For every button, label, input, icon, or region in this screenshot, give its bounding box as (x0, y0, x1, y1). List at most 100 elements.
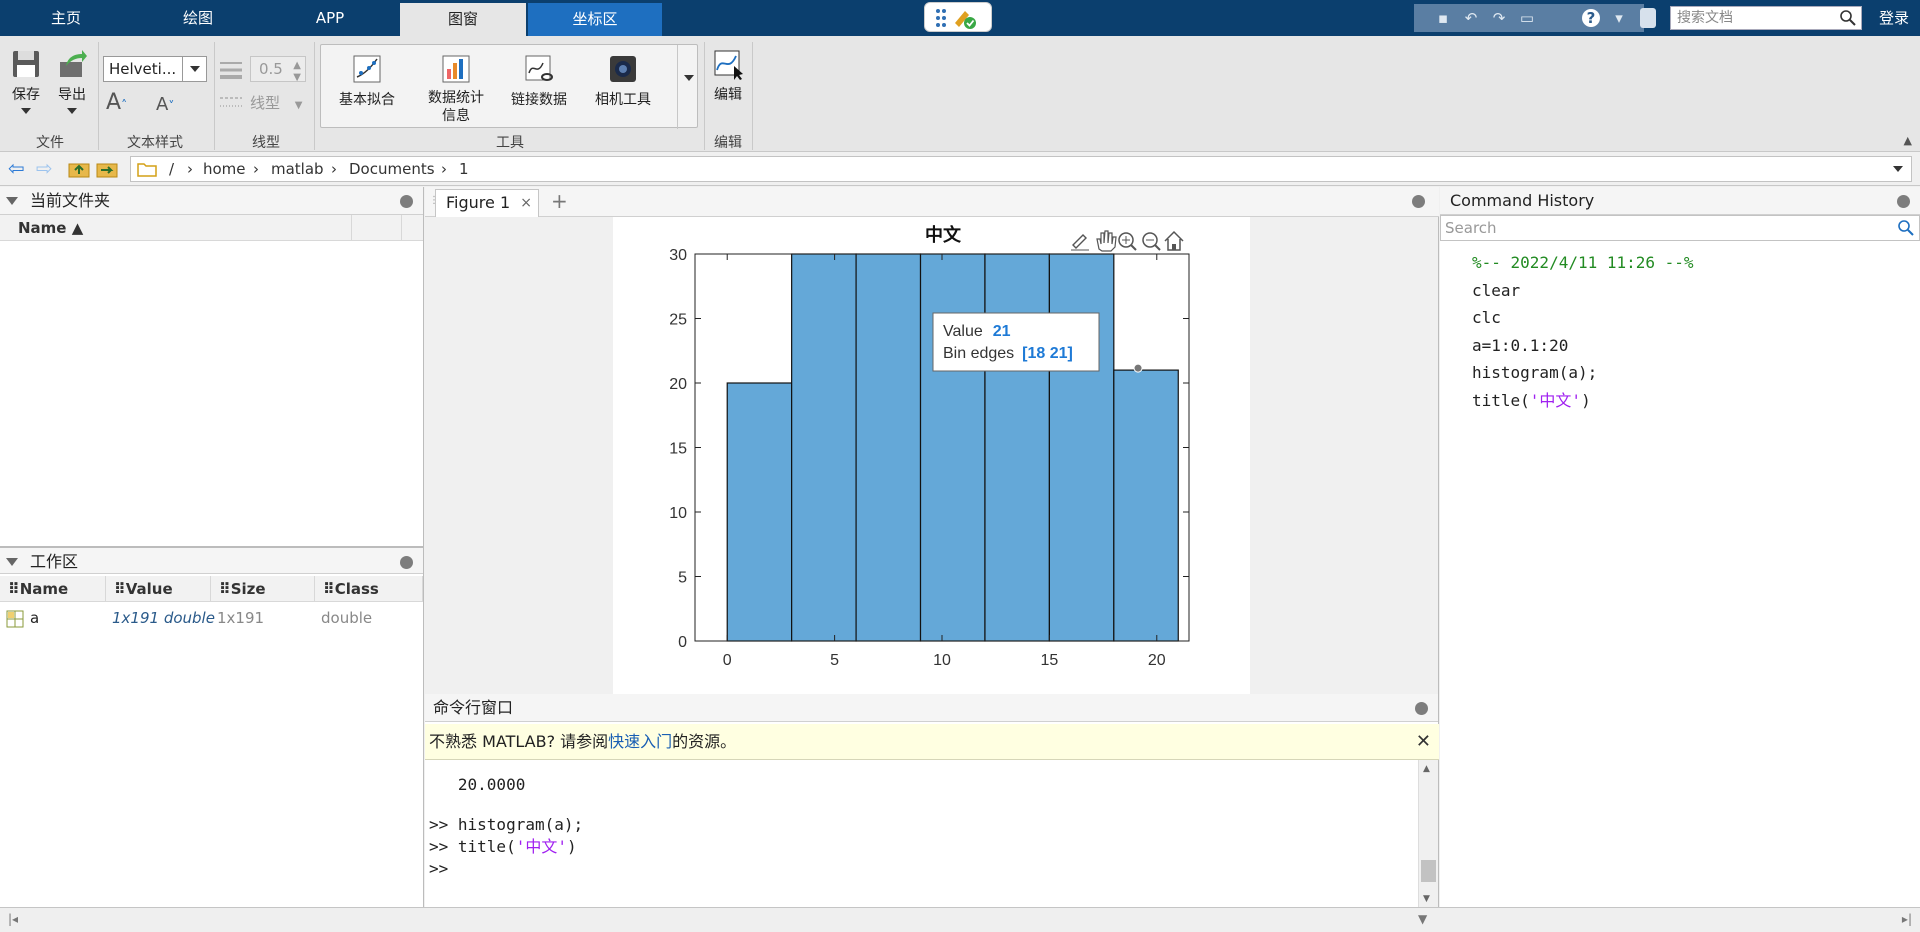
histogram-bar[interactable] (1048, 253, 1115, 642)
search-icon[interactable] (1839, 9, 1857, 27)
forward-icon[interactable]: ⇨ (36, 156, 53, 180)
history-search-input[interactable]: Search (1440, 215, 1920, 241)
zoom-in-icon[interactable] (1118, 232, 1137, 251)
undo-icon[interactable]: ↶ (1464, 9, 1478, 27)
link-data-button[interactable]: 链接数据 (507, 53, 571, 109)
tab-apps[interactable]: APP (315, 9, 345, 27)
search-icon[interactable] (1897, 219, 1915, 237)
spinner-up-icon[interactable]: ▲ (293, 60, 301, 71)
brush-icon[interactable] (1071, 234, 1089, 251)
basic-fitting-button[interactable]: 基本拟合 (335, 53, 399, 109)
login-link[interactable]: 登录 (1879, 9, 1910, 27)
doc-search-input[interactable]: 搜索文档 (1670, 6, 1862, 30)
history-item[interactable]: title('中文') (1472, 390, 1591, 410)
history-item[interactable]: clear (1472, 280, 1521, 300)
tab-home[interactable]: 主页 (50, 9, 81, 27)
command-scrollbar[interactable]: ▲ ▼ (1418, 760, 1438, 907)
collapse-ribbon-icon[interactable]: ▲ (1903, 134, 1912, 147)
spinner-down-icon[interactable]: ▼ (293, 72, 301, 83)
ws-size-column[interactable]: ⠿Size (211, 576, 315, 602)
breadcrumb-folder-1[interactable]: 1 (459, 160, 469, 178)
history-item[interactable]: clc (1472, 308, 1501, 327)
name-column-header[interactable]: Name ▲ (0, 215, 352, 241)
getting-started-link[interactable]: 快速入门 (608, 732, 673, 751)
collapse-caret-icon[interactable] (6, 197, 18, 205)
datatip-marker[interactable] (1133, 363, 1143, 373)
ws-class-column[interactable]: ⠿Class (315, 576, 423, 602)
histogram-bar[interactable] (791, 253, 857, 642)
histogram-bar[interactable] (984, 253, 1050, 642)
data-statistics-button[interactable]: 数据统计 信息 (421, 53, 491, 125)
scroll-up-icon[interactable]: ▲ (1423, 764, 1430, 774)
scroll-last-icon[interactable]: ▸| (1901, 912, 1912, 926)
home-icon[interactable] (1164, 230, 1184, 251)
edit-button[interactable]: 编辑 (708, 48, 748, 104)
history-item[interactable]: histogram(a); (1472, 363, 1598, 382)
histogram-chart[interactable]: 中文 0 5 10 15 20 25 30 0 5 10 15 20 Value 21 Bin edge… (613, 217, 1250, 694)
settings-menu-icon[interactable] (1640, 8, 1656, 28)
save-quick-icon[interactable]: ▪ (1437, 9, 1449, 27)
current-folder-header[interactable]: 当前文件夹 (0, 187, 423, 215)
panel-options-icon[interactable] (1415, 702, 1428, 715)
quick-access-pill[interactable] (924, 2, 992, 32)
panel-options-icon[interactable] (1412, 195, 1425, 208)
collapse-caret-icon[interactable] (6, 558, 18, 566)
breadcrumb-matlab[interactable]: matlab (271, 160, 324, 178)
tab-figure[interactable]: 图窗 (400, 3, 526, 36)
breadcrumb-root[interactable]: / (169, 160, 175, 178)
chevron-down-icon[interactable]: ▼ (294, 100, 303, 111)
font-grow-icon[interactable]: A˄ (106, 90, 128, 115)
save-button[interactable]: 保存 (6, 48, 46, 114)
close-icon[interactable]: × (520, 195, 532, 211)
export-dropdown-icon[interactable] (67, 108, 77, 114)
histogram-bar[interactable] (919, 253, 986, 642)
history-item[interactable]: a=1:0.1:20 (1472, 335, 1569, 355)
tab-figure-1[interactable]: Figure 1 × (435, 189, 539, 217)
zoom-out-icon[interactable] (1142, 232, 1161, 251)
up-folder-icon[interactable] (68, 160, 90, 178)
close-icon[interactable]: ✕ (1415, 731, 1431, 752)
chevron-down-icon[interactable]: ▾ (1615, 9, 1623, 27)
save-dropdown-icon[interactable] (21, 108, 31, 114)
panel-options-icon[interactable] (1897, 195, 1910, 208)
command-window-header[interactable]: 命令行窗口 (425, 694, 1438, 722)
ws-value-column[interactable]: ⠿Value (106, 576, 211, 602)
histogram-bar[interactable] (1113, 369, 1179, 642)
workspace-header[interactable]: 工作区 (0, 546, 423, 574)
add-figure-button[interactable]: + (551, 189, 568, 213)
camera-tools-button[interactable]: 相机工具 (591, 53, 655, 109)
histogram-bar[interactable] (855, 253, 922, 642)
line-width-spinner[interactable]: 0.5 ▲ ▼ (250, 56, 306, 83)
chevron-down-icon[interactable]: ▼ (1418, 912, 1428, 926)
redo-icon[interactable]: ↷ (1492, 9, 1506, 27)
figure-canvas[interactable]: 中文 0 5 10 15 20 25 30 0 5 10 15 20 Value 21 Bin edge… (613, 217, 1250, 694)
panel-options-icon[interactable] (400, 195, 413, 208)
table-row[interactable]: a 1x191 double 1x191 double (0, 605, 423, 631)
scroll-down-icon[interactable]: ▼ (1423, 894, 1430, 904)
command-history-header[interactable]: Command History (1440, 187, 1920, 215)
tab-axes[interactable]: 坐标区 (528, 3, 662, 36)
help-icon[interactable]: ? (1582, 9, 1600, 27)
datatip[interactable]: Value 21 Bin edges [18 21] (932, 312, 1100, 372)
scrollbar-thumb[interactable] (1421, 860, 1436, 882)
gallery-expand-button[interactable] (677, 45, 699, 129)
path-field[interactable]: / › home › matlab › Documents › 1 (130, 156, 1912, 182)
tab-plots[interactable]: 绘图 (182, 9, 213, 27)
panel-options-icon[interactable] (400, 556, 413, 569)
pan-hand-icon[interactable] (1096, 230, 1117, 252)
history-item[interactable]: %-- 2022/4/11 11:26 --% (1472, 253, 1694, 272)
command-output[interactable]: 20.0000 >> histogram(a); >> title('中文') >> (429, 774, 583, 880)
ws-name-column[interactable]: ⠿Name (0, 576, 106, 602)
line-style-dropdown[interactable]: 线型 ▼ (250, 92, 303, 113)
breadcrumb-documents[interactable]: Documents (349, 160, 435, 178)
chevron-down-icon[interactable] (1893, 166, 1903, 172)
browse-folder-icon[interactable] (96, 160, 118, 178)
back-icon[interactable]: ⇦ (8, 156, 25, 180)
font-shrink-icon[interactable]: A˅ (156, 94, 175, 115)
export-button[interactable]: 导出 (52, 48, 92, 114)
scroll-first-icon[interactable]: |◂ (8, 912, 19, 926)
histogram-bar[interactable] (726, 382, 793, 642)
font-select[interactable]: Helveti... (103, 56, 207, 82)
window-switch-icon[interactable]: ▭ (1519, 9, 1535, 27)
breadcrumb-home[interactable]: home (203, 160, 246, 178)
